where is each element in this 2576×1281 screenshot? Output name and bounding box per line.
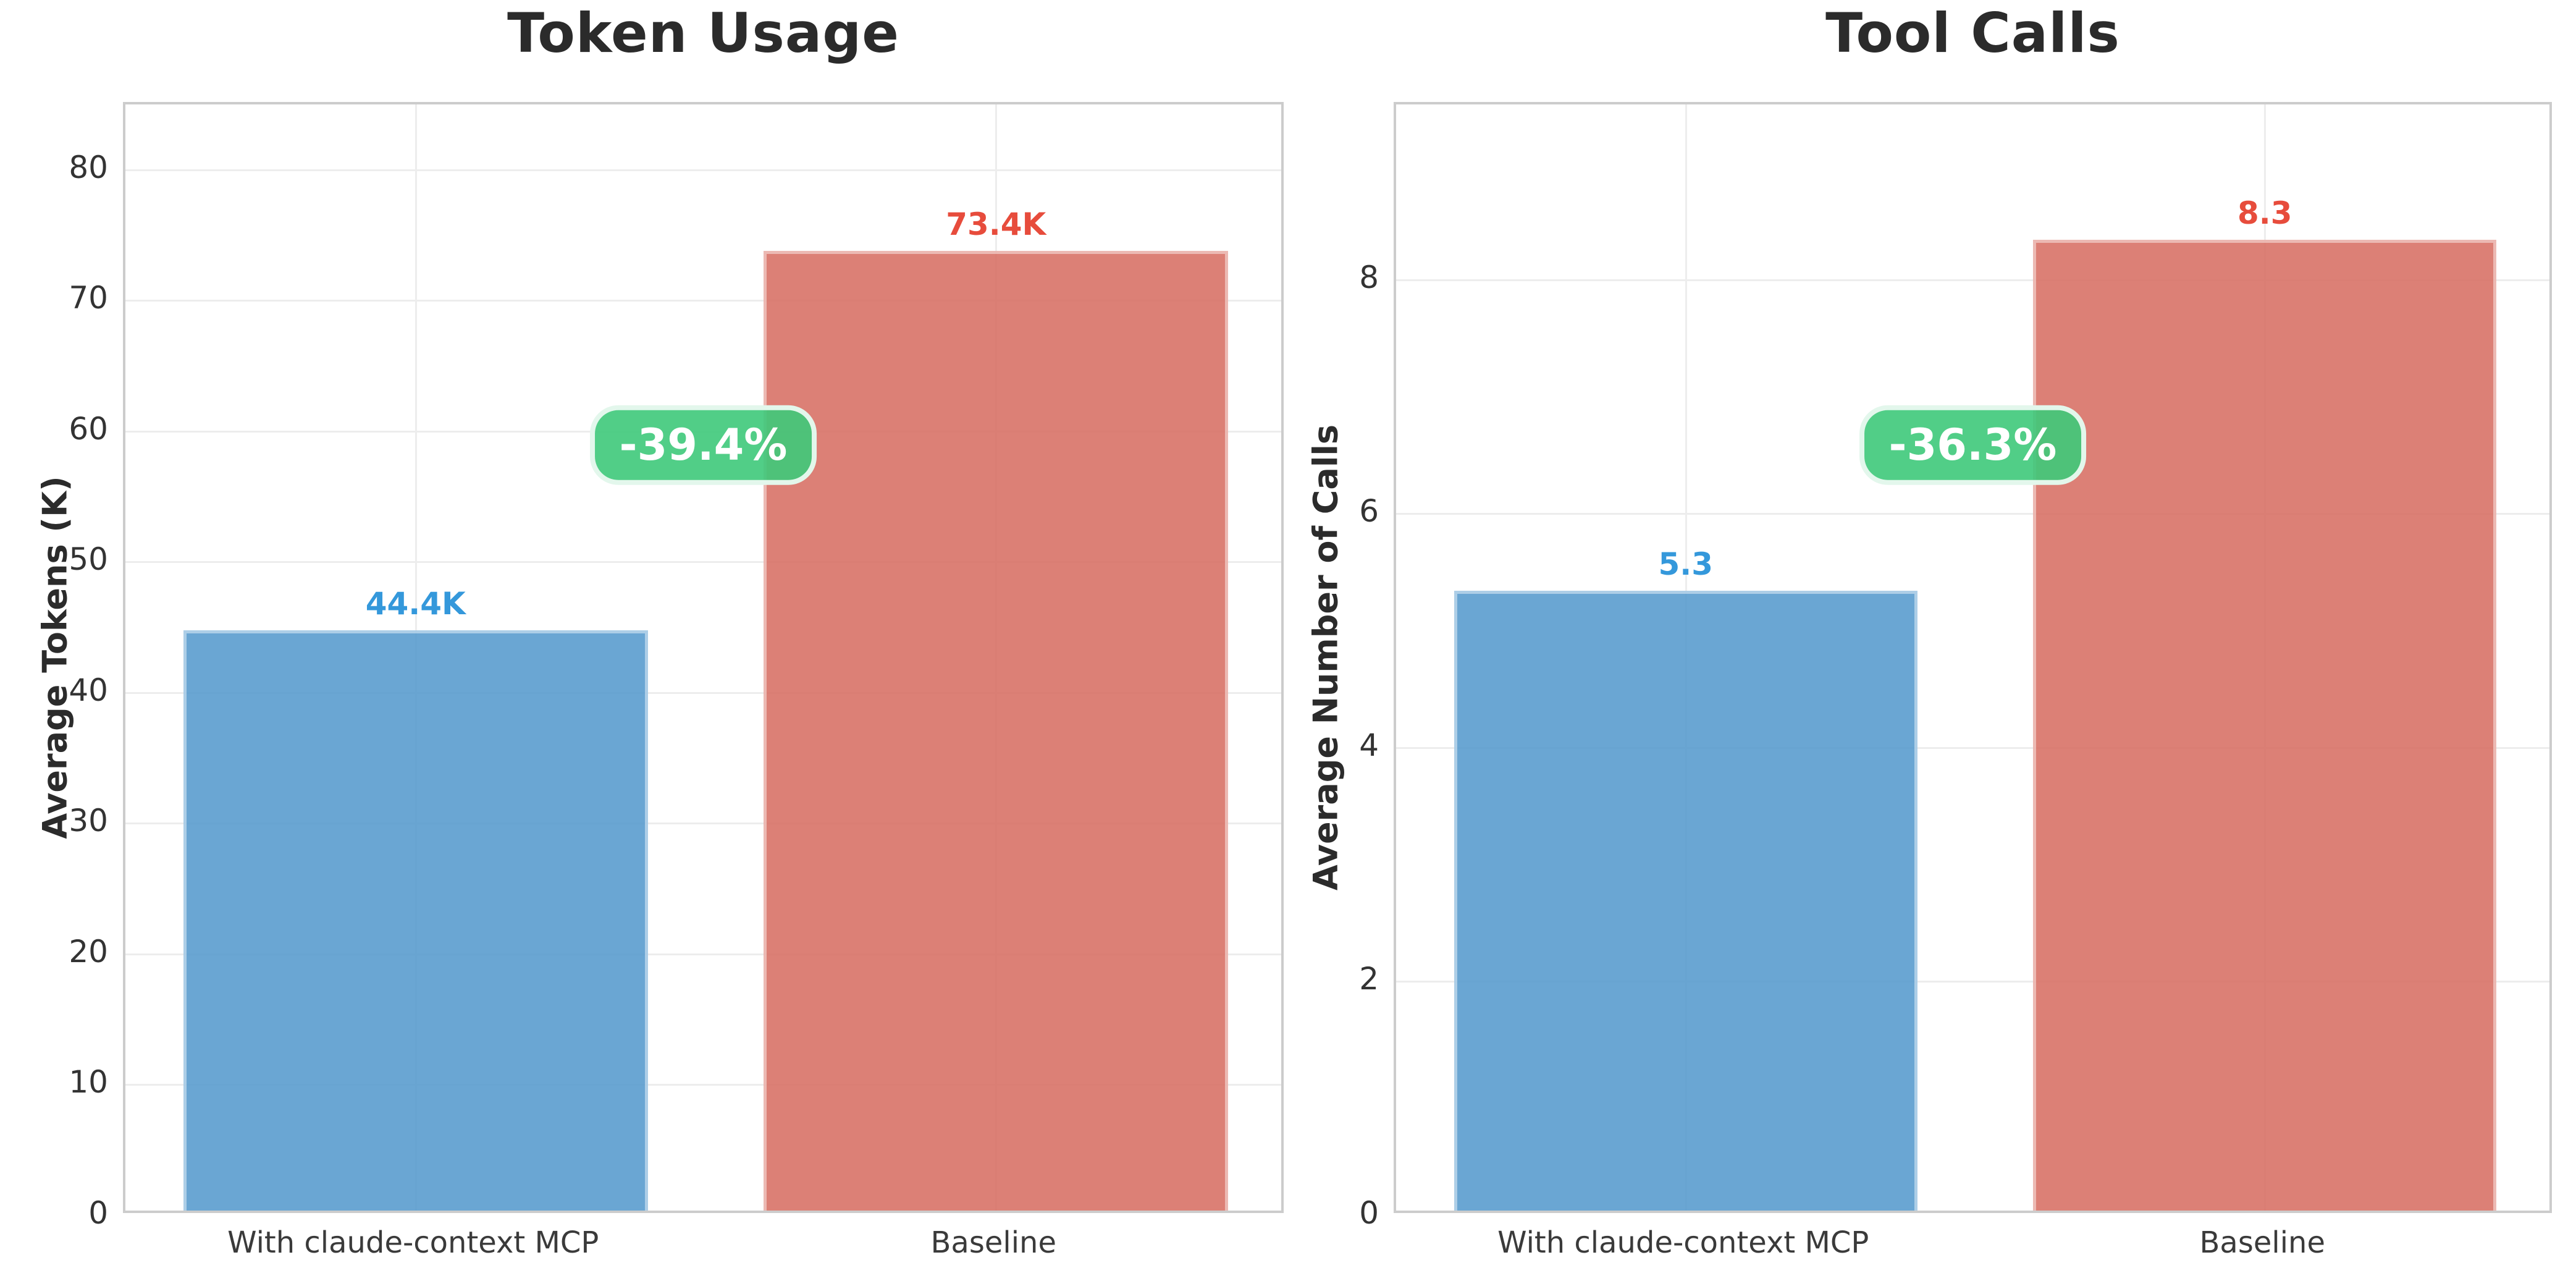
y-tick-label: 70 <box>69 280 108 316</box>
h-gridline <box>1396 981 2549 983</box>
y-tick-label: 40 <box>69 672 108 708</box>
y-tick-label: 0 <box>1359 1195 1379 1231</box>
y-axis-label: Average Tokens (K) <box>35 476 75 839</box>
h-gridline <box>125 561 1281 564</box>
bar-with-claude-context-mcp <box>183 630 648 1211</box>
chart-title: Token Usage <box>507 1 899 65</box>
y-tick-label: 8 <box>1359 259 1379 295</box>
h-gridline <box>1396 513 2549 515</box>
h-gridline <box>1396 746 2549 749</box>
bar-baseline <box>2033 240 2497 1211</box>
h-gridline <box>125 169 1281 171</box>
bar-baseline <box>764 251 1229 1211</box>
h-gridline <box>125 300 1281 302</box>
bar-with-claude-context-mcp <box>1454 590 1917 1211</box>
y-tick-label: 20 <box>69 933 108 970</box>
y-tick-label: 6 <box>1359 493 1379 530</box>
reduction-badge: -36.3% <box>1859 405 2087 485</box>
plot-area: -36.3% 5.3 8.3 <box>1394 102 2552 1213</box>
h-gridline <box>125 822 1281 825</box>
y-tick-label: 10 <box>69 1064 108 1101</box>
h-gridline <box>125 1084 1281 1086</box>
chart-title: Tool Calls <box>1825 1 2120 65</box>
bar-value-label: 5.3 <box>1658 546 1714 582</box>
bar-value-label: 44.4K <box>365 585 466 622</box>
plot-area: -39.4% 44.4K 73.4K <box>123 102 1284 1213</box>
y-tick-label: 4 <box>1359 727 1379 763</box>
h-gridline <box>125 691 1281 694</box>
x-tick-label: Baseline <box>2199 1225 2326 1260</box>
y-axis-label: Average Number of Calls <box>1306 424 1345 891</box>
h-gridline <box>125 953 1281 955</box>
x-tick-label: With claude-context MCP <box>227 1225 599 1260</box>
y-tick-label: 30 <box>69 803 108 839</box>
reduction-badge: -39.4% <box>589 405 817 485</box>
x-tick-label: With claude-context MCP <box>1497 1225 1869 1260</box>
y-tick-label: 60 <box>69 410 108 447</box>
y-tick-label: 0 <box>88 1195 108 1231</box>
x-tick-label: Baseline <box>930 1225 1057 1260</box>
bar-value-label: 73.4K <box>946 206 1046 243</box>
y-tick-label: 2 <box>1359 961 1379 997</box>
y-tick-label: 50 <box>69 541 108 578</box>
bar-value-label: 8.3 <box>2237 195 2292 232</box>
y-tick-label: 80 <box>69 149 108 185</box>
h-gridline <box>1396 279 2549 281</box>
